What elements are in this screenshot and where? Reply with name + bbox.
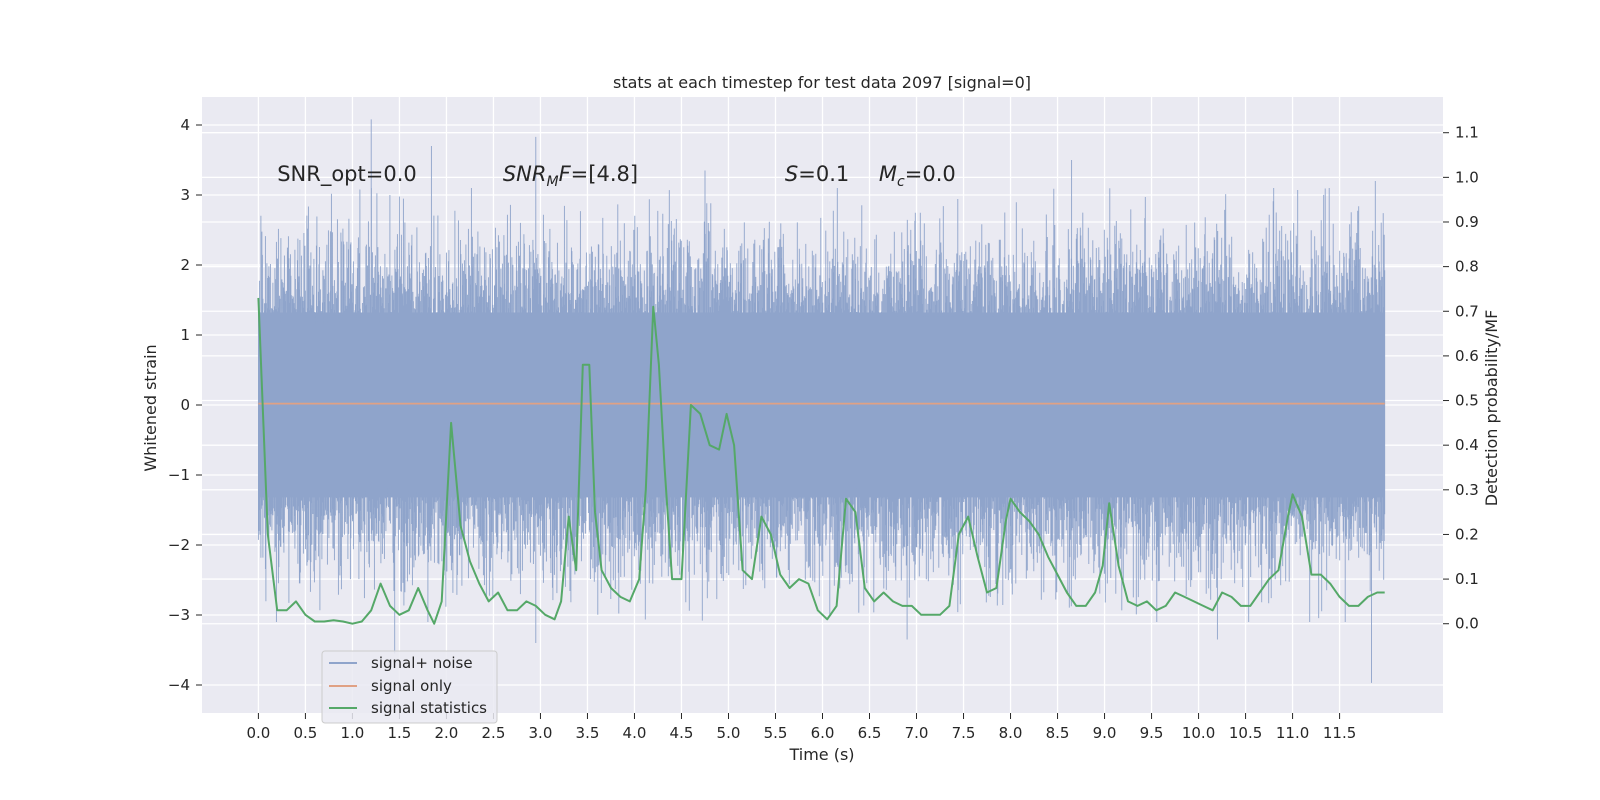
- noise-trace: [257, 119, 1386, 683]
- legend-frame: [321, 650, 498, 724]
- y-right-tick-label: 0.3: [1455, 481, 1479, 499]
- annotation-text: S=0.1: [785, 162, 849, 186]
- x-tick-label: 8.0: [999, 724, 1023, 742]
- x-tick-label: 2.0: [435, 724, 459, 742]
- x-tick-label: 10.5: [1229, 724, 1262, 742]
- x-axis-ticks: 0.0 0.5 1.0 1.5 2.0 2.5 3.0 3.5 4.0 4.5 5.0 5.5 6.0 6…: [246, 713, 1356, 742]
- y-right-tick-label: 0.0: [1455, 615, 1479, 633]
- x-tick-label: 5.5: [764, 724, 788, 742]
- y-axis-label: Whitened strain: [141, 344, 160, 471]
- x-tick-label: 2.5: [482, 724, 506, 742]
- x-axis-label: Time (s): [788, 745, 854, 764]
- y-right-tick-label: 0.2: [1455, 525, 1479, 543]
- y-tick-label: −2: [168, 536, 190, 554]
- x-tick-label: 4.0: [623, 724, 647, 742]
- y-axis-ticks: −4 −3 −2 −1 0 1 2 3 4: [168, 116, 202, 694]
- x-tick-label: 3.5: [576, 724, 600, 742]
- annotation-text: Mc=0.0: [879, 162, 956, 190]
- x-tick-label: 6.0: [811, 724, 835, 742]
- y-right-tick-label: 1.1: [1455, 124, 1479, 142]
- annotations: SNR_opt=0.0 SNRMF=[4.8] S=0.1 Mc=0.0: [277, 162, 956, 190]
- x-tick-label: 1.5: [388, 724, 412, 742]
- y-tick-label: 3: [180, 186, 190, 204]
- x-tick-label: 7.5: [952, 724, 976, 742]
- y-tick-label: −1: [168, 466, 190, 484]
- legend-label-signal-noise: signal+ noise: [371, 654, 473, 672]
- y-right-tick-label: 1.0: [1455, 168, 1479, 186]
- y-right-tick-label: 0.9: [1455, 213, 1479, 231]
- y-right-axis-ticks: 0.0 0.1 0.2 0.3 0.4 0.5 0.6 0.7 0.8 0.9 1.0 1.1: [1443, 124, 1479, 633]
- x-tick-label: 5.0: [717, 724, 741, 742]
- legend-label-signal-only: signal only: [371, 677, 452, 695]
- y-tick-label: −4: [168, 676, 190, 694]
- x-tick-label: 6.5: [858, 724, 882, 742]
- x-tick-label: 9.5: [1140, 724, 1164, 742]
- annotation-text: SNRMF=[4.8]: [503, 162, 638, 190]
- x-tick-label: 3.0: [529, 724, 553, 742]
- x-tick-label: 10.0: [1182, 724, 1215, 742]
- signal-plus-noise-series: [257, 119, 1386, 683]
- annotation-text: SNR_opt=0.0: [277, 162, 417, 187]
- x-tick-label: 7.0: [905, 724, 929, 742]
- y-tick-label: 2: [180, 256, 190, 274]
- y-right-tick-label: 0.6: [1455, 347, 1479, 365]
- y-right-axis-label: Detection probability/MF: [1482, 310, 1501, 507]
- y-tick-label: 0: [180, 396, 190, 414]
- y-right-tick-label: 0.8: [1455, 258, 1479, 276]
- x-tick-label: 1.0: [340, 724, 364, 742]
- x-tick-label: 0.0: [246, 724, 270, 742]
- y-tick-label: 4: [180, 116, 190, 134]
- y-tick-label: −3: [168, 606, 190, 624]
- legend: signal+ noise signal only signal statist…: [321, 650, 498, 724]
- y-tick-label: 1: [180, 326, 190, 344]
- x-tick-label: 0.5: [293, 724, 317, 742]
- x-tick-label: 9.0: [1093, 724, 1117, 742]
- x-tick-label: 4.5: [670, 724, 694, 742]
- x-tick-label: 11.5: [1323, 724, 1356, 742]
- y-right-tick-label: 0.7: [1455, 302, 1479, 320]
- y-right-tick-label: 0.5: [1455, 392, 1479, 410]
- signal-statistics-series: [257, 297, 1385, 625]
- signal-statistics-line: [257, 297, 1385, 625]
- legend-label-signal-statistics: signal statistics: [371, 699, 487, 717]
- x-tick-label: 11.0: [1276, 724, 1309, 742]
- y-right-tick-label: 0.1: [1455, 570, 1479, 588]
- y-right-tick-label: 0.4: [1455, 436, 1479, 454]
- x-tick-label: 8.5: [1046, 724, 1070, 742]
- chart-title: stats at each timestep for test data 209…: [613, 73, 1031, 92]
